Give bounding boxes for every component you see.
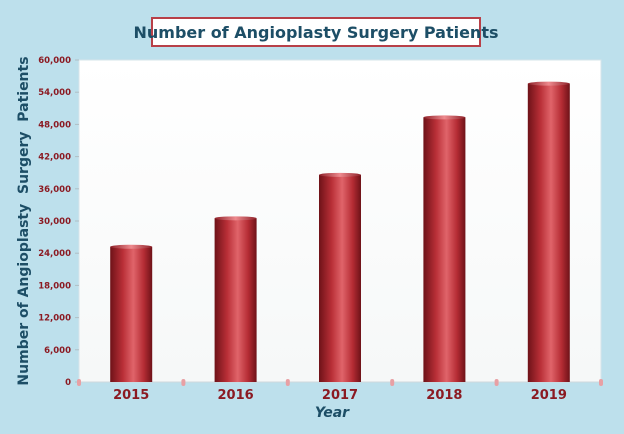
y-tick-label: 48,000: [38, 120, 71, 130]
y-axis-label: Number of Angioplasty Surgery Patients: [16, 56, 32, 385]
bar: [319, 174, 361, 382]
x-tick-label: 2015: [113, 388, 149, 403]
bar: [423, 117, 466, 382]
x-tick-label: 2017: [322, 388, 358, 403]
bars: [110, 81, 570, 382]
bar: [527, 83, 570, 382]
y-tick-label: 12,000: [38, 314, 71, 324]
y-tick-label: 0: [65, 378, 71, 388]
bar-top: [110, 244, 153, 249]
x-tick-mark: [285, 379, 290, 386]
x-tick-mark: [390, 379, 395, 386]
x-tick-mark: [77, 379, 81, 386]
bar-top: [527, 81, 570, 86]
y-tick-label: 54,000: [38, 88, 71, 98]
y-tick-label: 24,000: [38, 249, 71, 259]
x-tick-label: 2016: [218, 388, 254, 403]
x-axis: 2015 2016 2017 2018 2019: [77, 379, 603, 403]
x-tick-label: 2019: [531, 388, 567, 403]
y-tick-label: 6,000: [44, 346, 71, 356]
bar-top: [319, 172, 361, 177]
y-axis: 0 6,000 12,000 18,000 24,000 30,000 36,000 42,0…: [38, 56, 79, 388]
y-tick-label: 18,000: [38, 281, 71, 291]
x-tick-mark: [494, 379, 499, 386]
x-axis-label: Year: [315, 405, 350, 421]
y-tick-label: 42,000: [38, 153, 71, 163]
y-tick-label: 60,000: [38, 56, 71, 66]
y-tick-label: 30,000: [38, 217, 71, 227]
x-tick-label: 2018: [426, 388, 462, 403]
bar-top: [214, 216, 257, 221]
y-tick-label: 36,000: [38, 185, 71, 195]
bar: [110, 246, 153, 382]
bar-top: [423, 115, 466, 120]
x-tick-mark: [599, 379, 603, 386]
chart-title: Number of Angioplasty Surgery Patients: [134, 17, 499, 47]
bar: [214, 218, 257, 382]
x-tick-mark: [181, 379, 186, 386]
